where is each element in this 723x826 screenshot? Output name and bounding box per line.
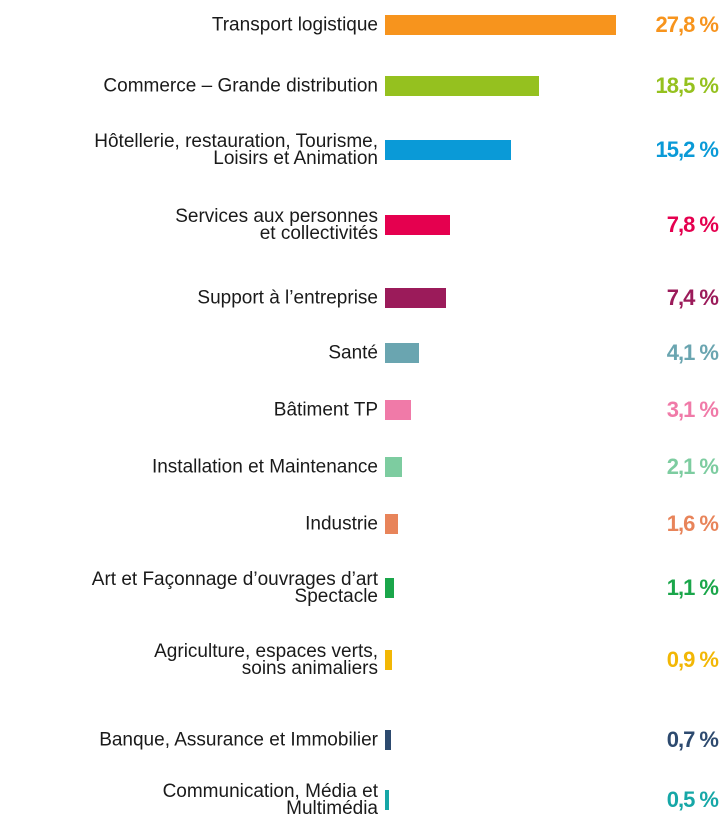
- value-label: 3,1 %: [666, 397, 719, 422]
- bar: [385, 650, 393, 670]
- value-label: 2,1 %: [666, 454, 719, 479]
- value-label: 0,9 %: [666, 647, 719, 672]
- value-label: 1,6 %: [666, 511, 719, 536]
- value-label: 7,4 %: [666, 285, 719, 310]
- bar: [385, 140, 512, 160]
- value-label: 15,2 %: [655, 137, 719, 162]
- category-label: Bâtiment TP: [273, 399, 378, 421]
- value-label: 0,5 %: [666, 787, 719, 812]
- bar: [385, 215, 450, 235]
- value-label: 0,7 %: [666, 727, 719, 752]
- value-label: 18,5 %: [655, 73, 719, 98]
- bar: [385, 514, 399, 534]
- bar: [385, 15, 616, 35]
- bar: [385, 288, 447, 308]
- category-label: Support à l’entreprise: [197, 287, 378, 309]
- category-label: Banque, Assurance et Immobilier: [99, 729, 378, 751]
- category-label: Installation et Maintenance: [151, 456, 378, 478]
- bar: [385, 730, 391, 750]
- category-label: Santé: [328, 342, 378, 364]
- bar: [385, 400, 411, 420]
- category-label: Hôtellerie, restauration, Tourisme, Lois…: [94, 131, 378, 169]
- category-label: Services aux personnes et collectivités: [175, 206, 378, 244]
- category-label: Transport logistique: [211, 14, 378, 36]
- category-label: Agriculture, espaces verts, soins animal…: [154, 641, 378, 679]
- value-label: 27,8 %: [655, 12, 719, 37]
- category-label: Commerce – Grande distribution: [103, 75, 378, 97]
- bar: [385, 76, 539, 96]
- category-label: Communication, Média et Multimédia: [162, 781, 378, 819]
- bar: [385, 790, 390, 810]
- value-label: 7,8 %: [666, 212, 719, 237]
- category-label: Industrie: [305, 513, 378, 535]
- value-label: 4,1 %: [666, 340, 719, 365]
- bar: [385, 578, 395, 598]
- value-label: 1,1 %: [666, 575, 719, 600]
- bar: [385, 457, 403, 477]
- bar: [385, 343, 420, 363]
- category-label: Art et Façonnage d’ouvrages d’art Specta…: [91, 569, 378, 607]
